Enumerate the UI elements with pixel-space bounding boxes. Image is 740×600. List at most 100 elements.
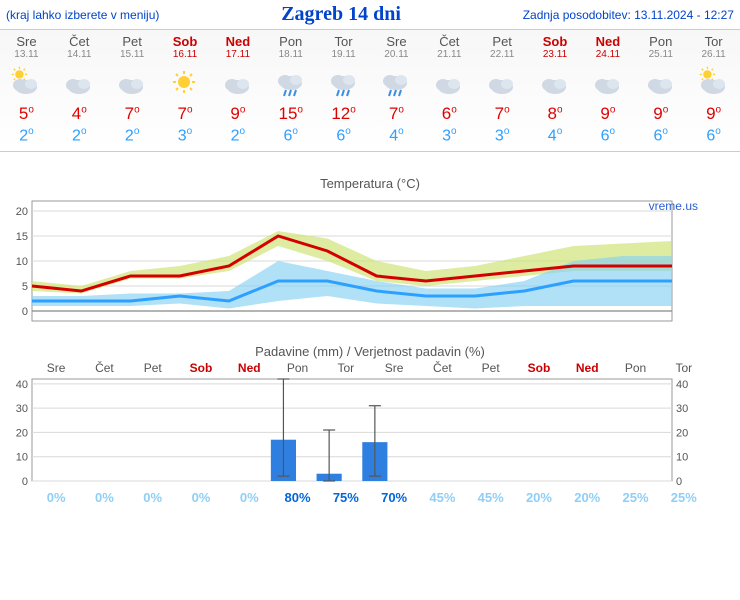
svg-text:5: 5 xyxy=(22,281,28,293)
day-date: 21.11 xyxy=(423,49,476,60)
last-update: Zadnja posodobitev: 13.11.2024 - 12:27 xyxy=(523,8,734,22)
svg-text:40: 40 xyxy=(16,379,28,391)
temp-lo: 2o xyxy=(211,126,264,145)
day-date: 13.11 xyxy=(0,49,53,60)
precip-day-name: Sre xyxy=(370,361,418,375)
precip-prob: 0% xyxy=(129,490,177,505)
temp-lo: 2o xyxy=(106,126,159,145)
day-col: Čet14.114o2o xyxy=(53,30,106,151)
precip-day-name: Sob xyxy=(515,361,563,375)
day-date: 19.11 xyxy=(317,49,370,60)
precip-prob: 0% xyxy=(32,490,80,505)
day-name: Pon xyxy=(264,34,317,49)
temp-chart: 05101520 vreme.us xyxy=(2,193,738,338)
svg-text:30: 30 xyxy=(16,403,28,415)
precip-day-name: Pon xyxy=(273,361,321,375)
weather-icon xyxy=(529,65,582,99)
weather-icon xyxy=(264,65,317,99)
day-col: Čet21.116o3o xyxy=(423,30,476,151)
menu-hint: (kraj lahko izberete v meniju) xyxy=(6,8,159,22)
weather-icon xyxy=(634,65,687,99)
temp-lo: 6o xyxy=(687,126,740,145)
day-name: Tor xyxy=(687,34,740,49)
temp-hi: 7o xyxy=(159,104,212,124)
temp-hi: 9o xyxy=(634,104,687,124)
precip-prob: 0% xyxy=(177,490,225,505)
day-date: 23.11 xyxy=(529,49,582,60)
temp-lo: 2o xyxy=(53,126,106,145)
day-col: Tor26.11 9o 6o xyxy=(687,30,740,151)
temp-hi: 9o xyxy=(211,104,264,124)
precip-chart-title: Padavine (mm) / Verjetnost padavin (%) xyxy=(2,344,738,359)
temp-hi: 7o xyxy=(370,104,423,124)
day-date: 25.11 xyxy=(634,49,687,60)
svg-text:20: 20 xyxy=(16,428,28,440)
day-date: 22.11 xyxy=(476,49,529,60)
precip-prob: 70% xyxy=(370,490,418,505)
weather-icon xyxy=(476,65,529,99)
day-col: Pet15.117o2o xyxy=(106,30,159,151)
day-col: Sre13.115o2o xyxy=(0,30,53,151)
temp-hi: 4o xyxy=(53,104,106,124)
day-name: Pet xyxy=(476,34,529,49)
precip-day-name: Tor xyxy=(322,361,370,375)
precip-day-row: SreČetPetSobNedPonTorSreČetPetSobNedPonT… xyxy=(2,361,738,375)
precip-prob: 20% xyxy=(563,490,611,505)
precip-prob: 25% xyxy=(611,490,659,505)
temp-hi: 8o xyxy=(529,104,582,124)
day-date: 26.11 xyxy=(687,49,740,60)
temp-chart-title: Temperatura (°C) xyxy=(2,176,738,191)
svg-text:10: 10 xyxy=(16,256,28,268)
precip-day-name: Pet xyxy=(129,361,177,375)
temp-lo: 4o xyxy=(529,126,582,145)
temp-lo: 3o xyxy=(423,126,476,145)
precip-prob: 45% xyxy=(467,490,515,505)
day-name: Ned xyxy=(581,34,634,49)
temp-hi: 7o xyxy=(106,104,159,124)
svg-text:10: 10 xyxy=(676,452,688,464)
weather-icon xyxy=(581,65,634,99)
weather-icon xyxy=(370,65,423,99)
day-name: Ned xyxy=(211,34,264,49)
precip-prob: 0% xyxy=(225,490,273,505)
day-col: Tor19.1112o6o xyxy=(317,30,370,151)
day-col: Ned17.11 9o 2o xyxy=(211,30,264,151)
day-col: Sob16.117o3o xyxy=(159,30,212,151)
temp-hi: 9o xyxy=(581,104,634,124)
temp-hi: 7o xyxy=(476,104,529,124)
svg-text:10: 10 xyxy=(16,452,28,464)
day-date: 24.11 xyxy=(581,49,634,60)
temp-lo: 6o xyxy=(634,126,687,145)
weather-icon xyxy=(53,65,106,99)
svg-text:15: 15 xyxy=(16,231,28,243)
precip-day-name: Sob xyxy=(177,361,225,375)
day-col: Pon18.1115o6o xyxy=(264,30,317,151)
precip-day-name: Tor xyxy=(660,361,708,375)
temp-hi: 9o xyxy=(687,104,740,124)
temp-lo: 6o xyxy=(581,126,634,145)
svg-text:0: 0 xyxy=(676,476,682,485)
temp-lo: 2o xyxy=(0,126,53,145)
precip-day-name: Ned xyxy=(225,361,273,375)
day-name: Pon xyxy=(634,34,687,49)
precip-prob: 75% xyxy=(322,490,370,505)
day-date: 15.11 xyxy=(106,49,159,60)
day-date: 20.11 xyxy=(370,49,423,60)
svg-text:20: 20 xyxy=(16,206,28,218)
day-date: 17.11 xyxy=(211,49,264,60)
precip-day-name: Ned xyxy=(563,361,611,375)
day-name: Sob xyxy=(159,34,212,49)
precip-prob: 20% xyxy=(515,490,563,505)
precip-day-name: Pon xyxy=(611,361,659,375)
day-col: Sre20.117o4o xyxy=(370,30,423,151)
day-col: Ned24.11 9o 6o xyxy=(581,30,634,151)
day-col: Pet22.117o3o xyxy=(476,30,529,151)
temp-hi: 5o xyxy=(0,104,53,124)
day-name: Sre xyxy=(370,34,423,49)
page-title: Zagreb 14 dni xyxy=(281,3,401,26)
weather-icon xyxy=(0,65,53,99)
precip-prob: 25% xyxy=(660,490,708,505)
weather-icon xyxy=(423,65,476,99)
day-name: Čet xyxy=(53,34,106,49)
day-date: 16.11 xyxy=(159,49,212,60)
